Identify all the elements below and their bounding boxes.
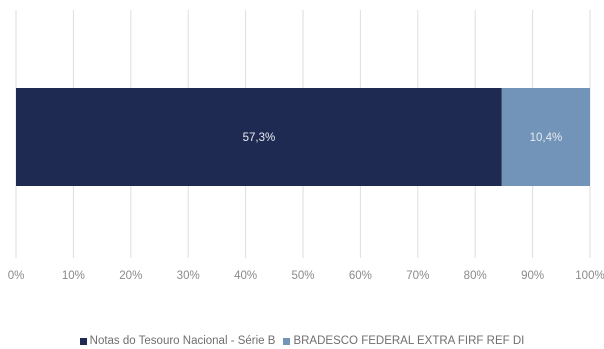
x-tick-label: 100% (575, 270, 604, 282)
x-tick-label: 10% (62, 270, 85, 282)
x-tick-label: 30% (177, 270, 200, 282)
legend-item-series-2: BRADESCO FEDERAL EXTRA FIRF REF DI (283, 335, 524, 347)
x-tick-label: 0% (8, 270, 25, 282)
legend-label-series-1: Notas do Tesouro Nacional - Série B (89, 335, 276, 347)
legend-label-series-2: BRADESCO FEDERAL EXTRA FIRF REF DI (293, 335, 525, 347)
bar-segment-series-2 (501, 88, 590, 186)
x-tick-label: 40% (234, 270, 257, 282)
bar-segment-series-1 (16, 88, 502, 186)
x-tick-label: 60% (349, 270, 372, 282)
x-tick-label: 80% (464, 270, 487, 282)
x-tick-label: 20% (119, 270, 142, 282)
x-tick-label: 70% (406, 270, 429, 282)
x-tick-label: 90% (521, 270, 544, 282)
legend: Notas do Tesouro Nacional - Série B BRAD… (0, 335, 604, 347)
bar-data-label-series-1: 57,3% (243, 132, 276, 144)
legend-swatch-series-1 (79, 337, 87, 345)
x-tick-label: 50% (291, 270, 314, 282)
bar-data-label-series-2: 10,4% (530, 132, 563, 144)
legend-swatch-series-2 (283, 337, 291, 345)
legend-item-series-1: Notas do Tesouro Nacional - Série B (79, 335, 276, 347)
